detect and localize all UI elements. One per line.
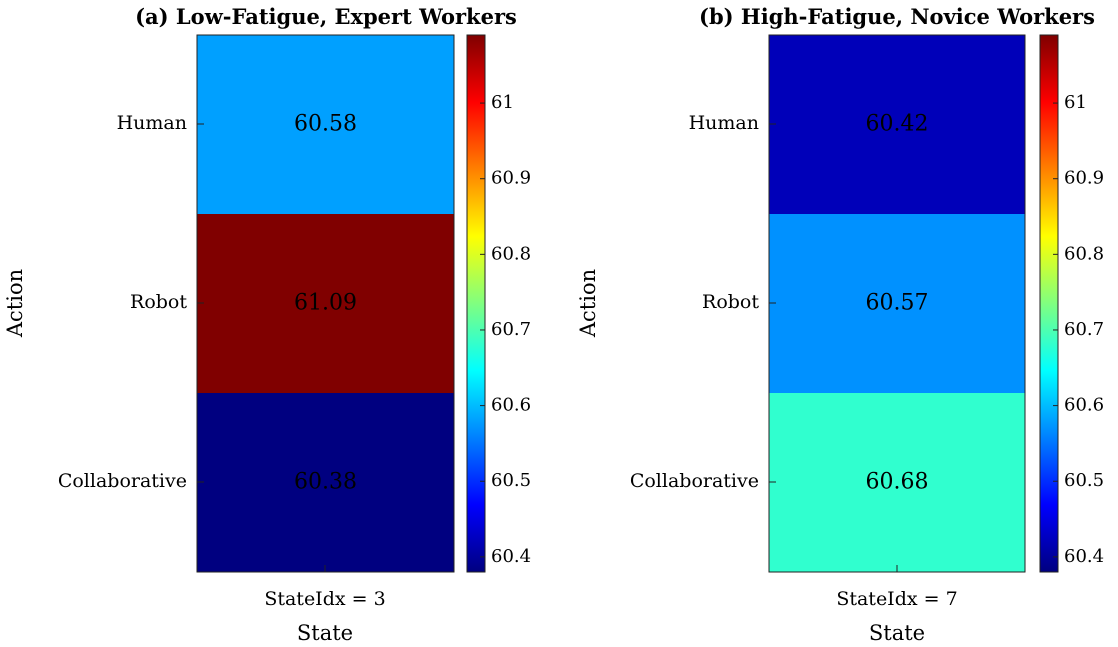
panel-b-cell-collaborative [769, 393, 1025, 572]
panel-a-ytick-human: Human [117, 112, 187, 134]
panel-b-colorbar-tick-label: 61 [1064, 92, 1087, 113]
panel-b-colorbar-gradient [1039, 34, 1059, 573]
panel-a-colorbar-tick-label: 60.9 [491, 168, 531, 189]
panel-b-ytick-human: Human [689, 112, 759, 134]
panel-a-value-collaborative: 60.38 [294, 470, 357, 495]
panel-b-ytick-robot: Robot [702, 291, 759, 313]
panel-b-value-human: 60.42 [866, 112, 929, 137]
panel-a-colorbar-tick-label: 61 [491, 92, 514, 113]
panel-b-colorbar-tick-label: 60.5 [1064, 470, 1104, 491]
panel-a-value-robot: 61.09 [294, 291, 357, 316]
panel-a-ylabel: Action [3, 269, 27, 338]
panel-b-xlabel: State [869, 621, 925, 645]
panel-a-cell-robot [197, 214, 454, 393]
panel-a-cell-human [197, 35, 454, 214]
panel-b-value-robot: 60.57 [866, 291, 929, 316]
panel-a-ytick-collaborative: Collaborative [58, 470, 187, 492]
panel-b-cell-robot [769, 214, 1025, 393]
panel-b-value-collaborative: 60.68 [866, 470, 929, 495]
panel-a-value-human: 60.58 [294, 112, 357, 137]
panel-b-colorbar-tick-label: 60.6 [1064, 395, 1104, 416]
panel-a-cell-collaborative [197, 393, 454, 572]
panel-b: (b) High-Fatigue, Novice Workers 60.42 6… [576, 4, 1104, 645]
panel-a-heatmap: 60.58 61.09 60.38 [196, 34, 455, 573]
panel-b-colorbar-tick-label: 60.8 [1064, 243, 1104, 264]
panel-b-colorbar-tick-label: 60.9 [1064, 168, 1104, 189]
panel-b-colorbar: 60.4 60.5 60.6 60.7 60.8 60.9 61 [1039, 34, 1104, 573]
panel-b-heatmap: 60.42 60.57 60.68 [768, 34, 1026, 573]
panel-a-ytick-robot: Robot [130, 291, 187, 313]
panel-a-colorbar-tick-label: 60.8 [491, 243, 531, 264]
panel-b-title: (b) High-Fatigue, Novice Workers [699, 4, 1095, 29]
panel-b-ylabel: Action [576, 269, 600, 338]
panel-b-ytick-collaborative: Collaborative [630, 470, 759, 492]
panel-a-xtick-label: StateIdx = 3 [264, 588, 385, 610]
panel-a-colorbar-gradient [466, 34, 486, 573]
panel-a-colorbar-tick-label: 60.6 [491, 395, 531, 416]
panel-b-colorbar-tick-label: 60.4 [1064, 546, 1104, 567]
panel-b-xtick-label: StateIdx = 7 [836, 588, 957, 610]
panel-a-colorbar-tick-label: 60.7 [491, 319, 531, 340]
panel-a-colorbar-tick-label: 60.5 [491, 470, 531, 491]
panel-b-cell-human [769, 35, 1025, 214]
panel-a-colorbar-tick-label: 60.4 [491, 546, 531, 567]
panel-b-colorbar-tick-label: 60.7 [1064, 319, 1104, 340]
panel-a-xlabel: State [297, 621, 353, 645]
panel-a-title: (a) Low-Fatigue, Expert Workers [135, 4, 517, 29]
panel-a-colorbar: 60.4 60.5 60.6 60.7 60.8 60.9 61 [466, 34, 531, 573]
panel-a: (a) Low-Fatigue, Expert Workers 60.58 61… [3, 4, 531, 645]
